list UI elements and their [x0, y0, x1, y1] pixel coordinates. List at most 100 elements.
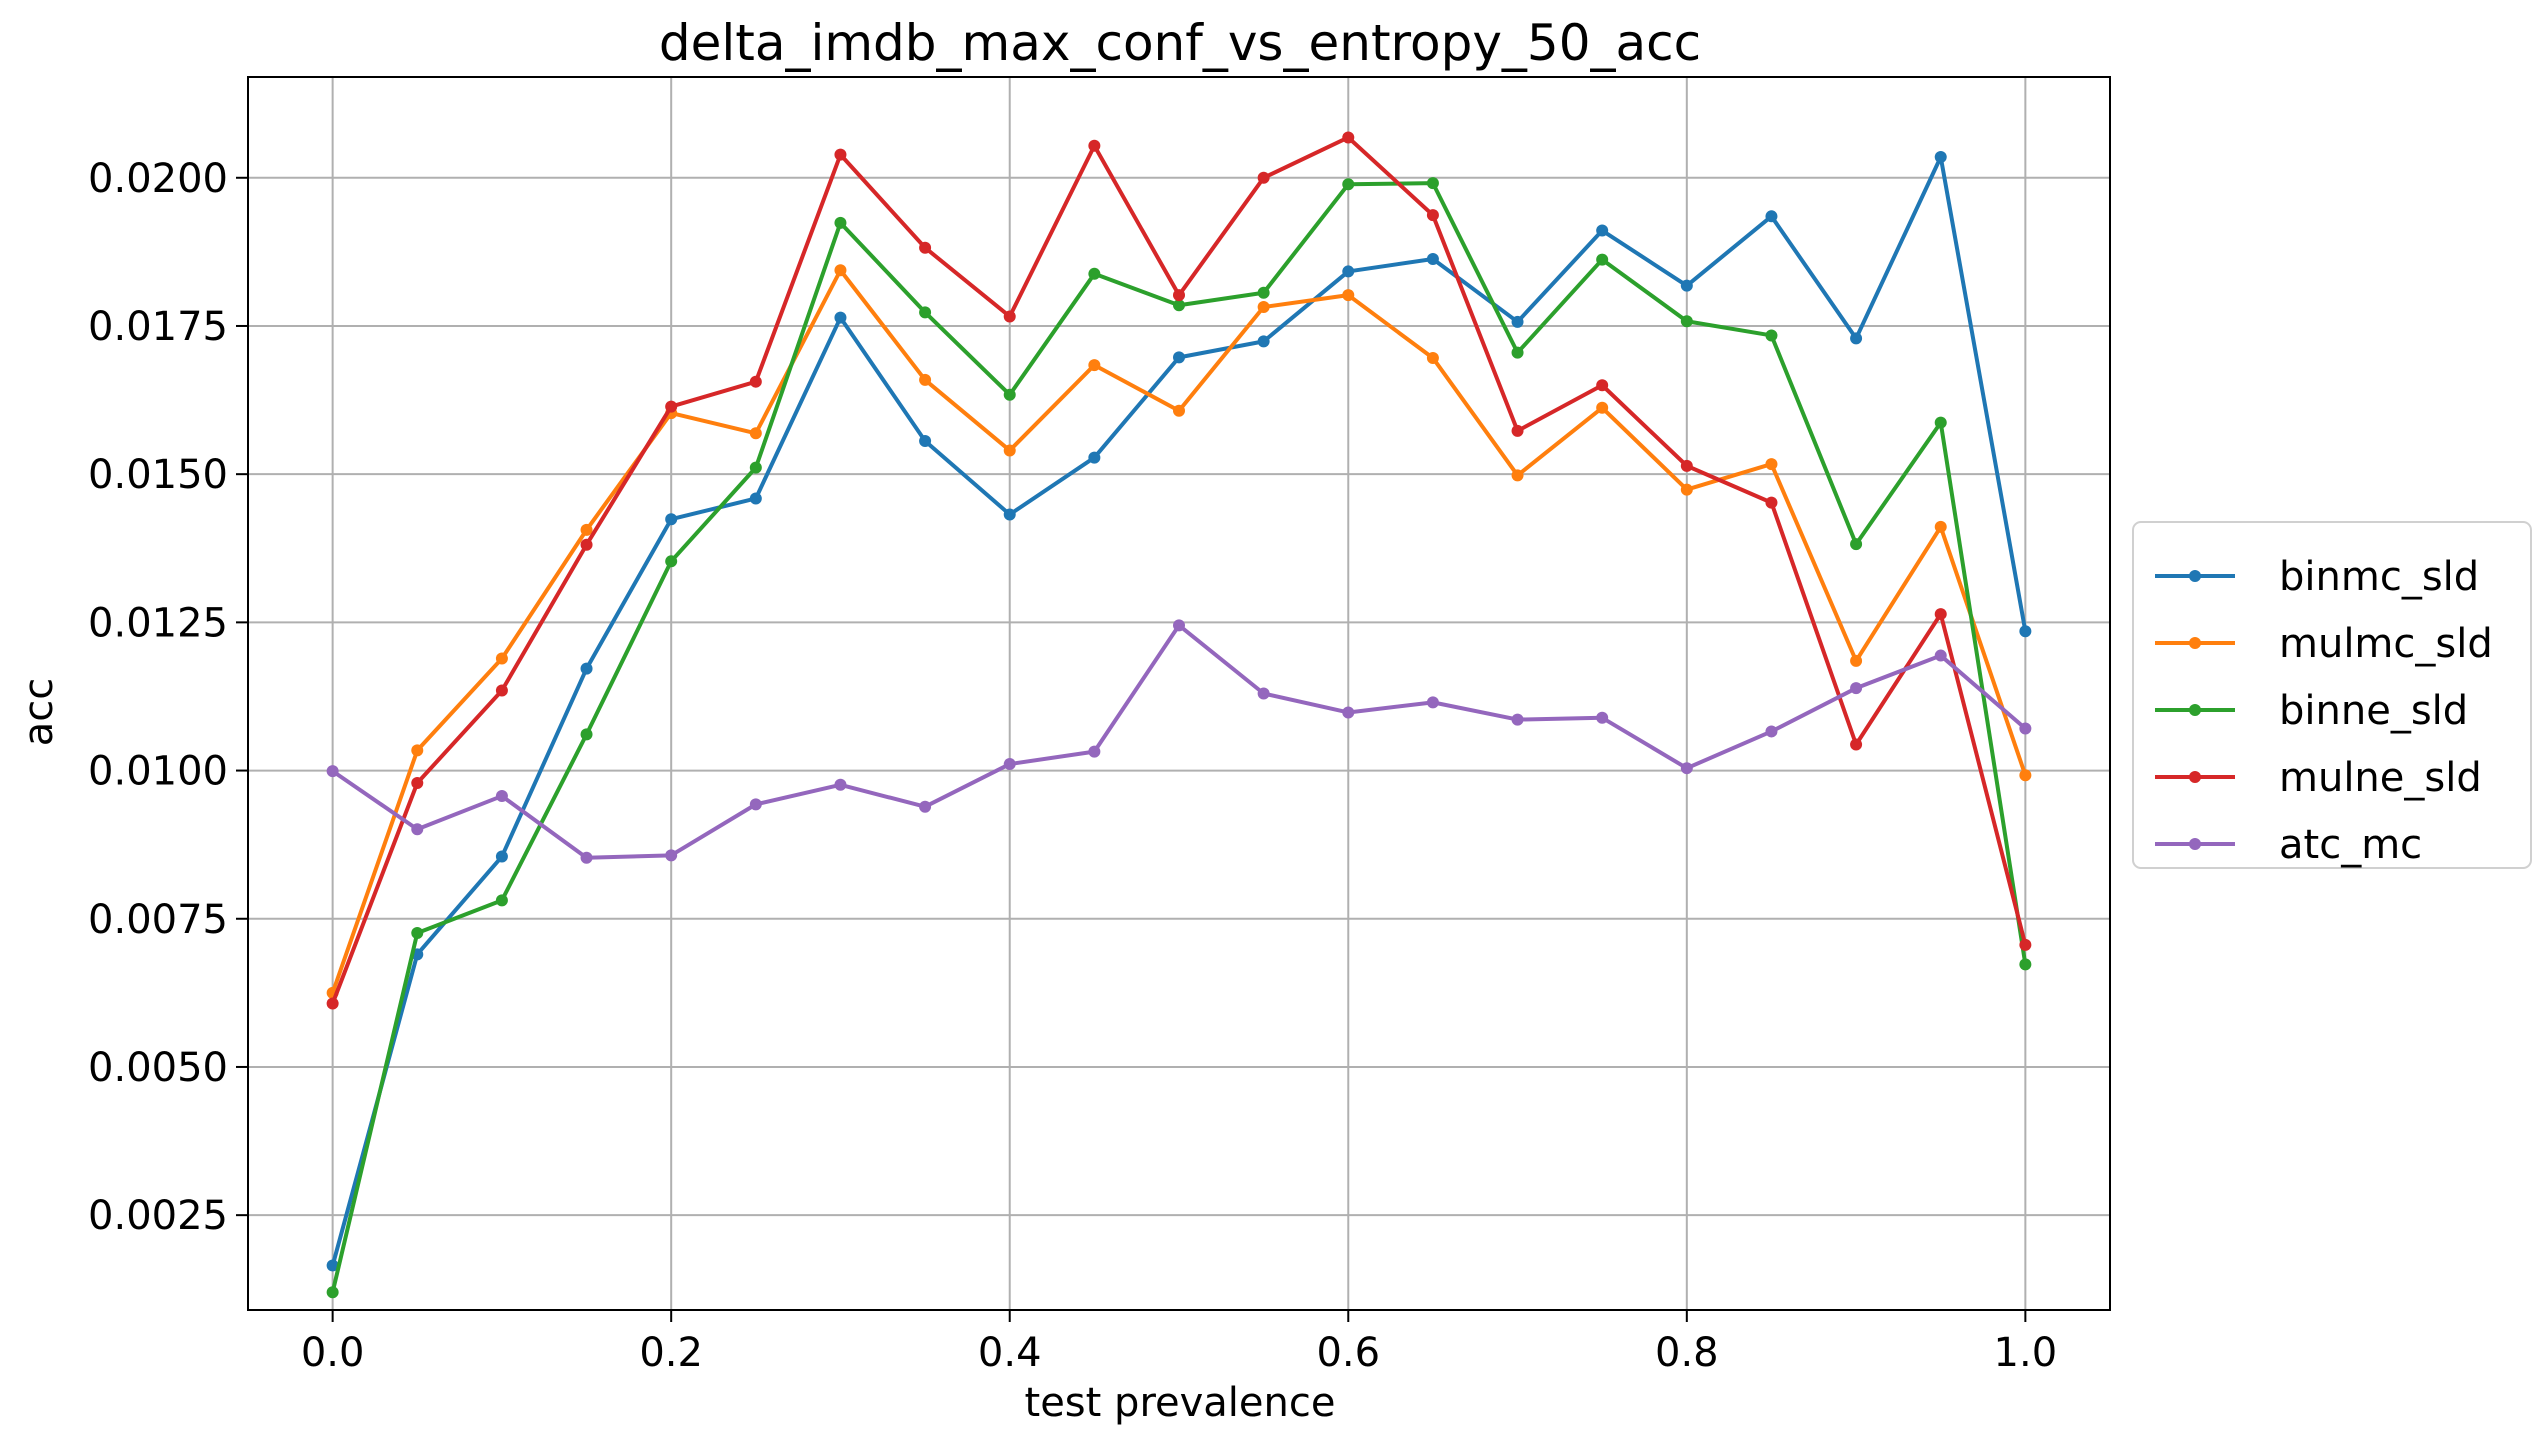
data-point	[919, 241, 932, 254]
y-tick-label: 0.0075	[88, 897, 228, 943]
x-tick-label: 0.2	[639, 1330, 703, 1376]
plot-area-frame	[247, 76, 2111, 1311]
legend-marker	[2189, 771, 2201, 783]
data-point	[326, 997, 339, 1010]
data-point	[1003, 508, 1016, 521]
series-binne_sld	[326, 177, 2032, 1299]
data-point	[1511, 713, 1524, 726]
legend-label: atc_mc	[2279, 822, 2422, 868]
data-point	[1680, 762, 1693, 775]
data-point	[1850, 654, 1863, 667]
legend-marker	[2189, 637, 2201, 649]
data-point	[1765, 496, 1778, 509]
data-point	[1596, 401, 1609, 414]
data-point	[1342, 131, 1355, 144]
data-point	[1596, 711, 1609, 724]
data-point	[919, 306, 932, 319]
data-point	[1765, 329, 1778, 342]
y-tick-label: 0.0175	[88, 304, 228, 350]
data-point	[580, 728, 593, 741]
data-point	[495, 652, 508, 665]
data-point	[1765, 725, 1778, 738]
y-tick-label: 0.0150	[88, 452, 228, 498]
axis-ticks: 0.0 0.2 0.4 0.6 0.8 1.0 0.0025 0.0050 0.0075 0.01…	[88, 156, 2057, 1376]
data-point	[919, 434, 932, 447]
legend-item: mulne_sld	[2155, 755, 2482, 801]
data-point	[749, 492, 762, 505]
data-point	[1850, 332, 1863, 345]
data-point	[1173, 351, 1185, 364]
x-axis-label: test prevalence	[1025, 1380, 1336, 1426]
data-point	[2019, 769, 2032, 782]
data-point	[1257, 687, 1270, 700]
data-point	[1680, 279, 1693, 292]
y-tick-label: 0.0025	[88, 1193, 228, 1239]
series-lines	[326, 131, 2032, 1299]
data-point	[1003, 758, 1016, 771]
data-point	[1342, 706, 1355, 719]
data-point	[1850, 682, 1863, 695]
legend-item: mulmc_sld	[2155, 621, 2493, 667]
data-point	[1173, 619, 1185, 632]
data-point	[1426, 177, 1439, 190]
data-point	[1934, 649, 1947, 662]
data-point	[1426, 209, 1439, 222]
data-point	[2019, 625, 2032, 638]
data-point	[919, 800, 932, 813]
data-point	[834, 311, 847, 324]
data-point	[326, 765, 339, 778]
data-point	[1257, 301, 1270, 314]
data-point	[1934, 416, 1947, 429]
data-point	[749, 427, 762, 440]
data-point	[1173, 404, 1185, 417]
data-point	[411, 777, 424, 790]
x-tick-label: 0.8	[1655, 1330, 1719, 1376]
data-point	[665, 513, 678, 526]
legend-marker	[2189, 704, 2201, 716]
data-point	[1850, 738, 1863, 751]
data-point	[1342, 265, 1355, 278]
data-point	[495, 684, 508, 697]
data-point	[495, 790, 508, 803]
legend-item: binmc_sld	[2155, 554, 2479, 600]
x-tick-label: 1.0	[1994, 1330, 2058, 1376]
data-point	[834, 216, 847, 229]
data-point	[1003, 444, 1016, 457]
data-point	[411, 823, 424, 836]
series-binmc_sld	[326, 151, 2032, 1272]
data-point	[580, 523, 593, 536]
data-point	[1765, 210, 1778, 223]
data-point	[1257, 286, 1270, 299]
series-atc_mc	[326, 619, 2032, 864]
data-point	[1934, 608, 1947, 621]
data-point	[326, 1259, 339, 1272]
data-point	[580, 851, 593, 864]
data-point	[665, 555, 678, 568]
data-point	[749, 375, 762, 388]
legend-label: binmc_sld	[2279, 554, 2479, 600]
data-point	[495, 850, 508, 863]
legend-label: binne_sld	[2279, 688, 2468, 734]
data-point	[1596, 379, 1609, 392]
legend-item: binne_sld	[2155, 688, 2468, 734]
x-tick-label: 0.4	[978, 1330, 1042, 1376]
data-point	[1680, 483, 1693, 496]
y-tick-label: 0.0100	[88, 749, 228, 795]
data-point	[834, 264, 847, 277]
chart-title: delta_imdb_max_conf_vs_entropy_50_acc	[659, 14, 1701, 72]
data-point	[1257, 335, 1270, 348]
data-point	[1850, 538, 1863, 551]
data-point	[411, 926, 424, 939]
series-mulne_sld	[326, 131, 2032, 1010]
data-point	[1173, 289, 1185, 302]
data-point	[1342, 289, 1355, 302]
data-point	[1088, 359, 1101, 372]
data-point	[1596, 253, 1609, 266]
data-point	[411, 744, 424, 757]
data-point	[1088, 451, 1101, 464]
data-point	[326, 1286, 339, 1299]
data-point	[1934, 520, 1947, 533]
data-point	[1511, 315, 1524, 328]
legend-marker	[2189, 570, 2201, 582]
